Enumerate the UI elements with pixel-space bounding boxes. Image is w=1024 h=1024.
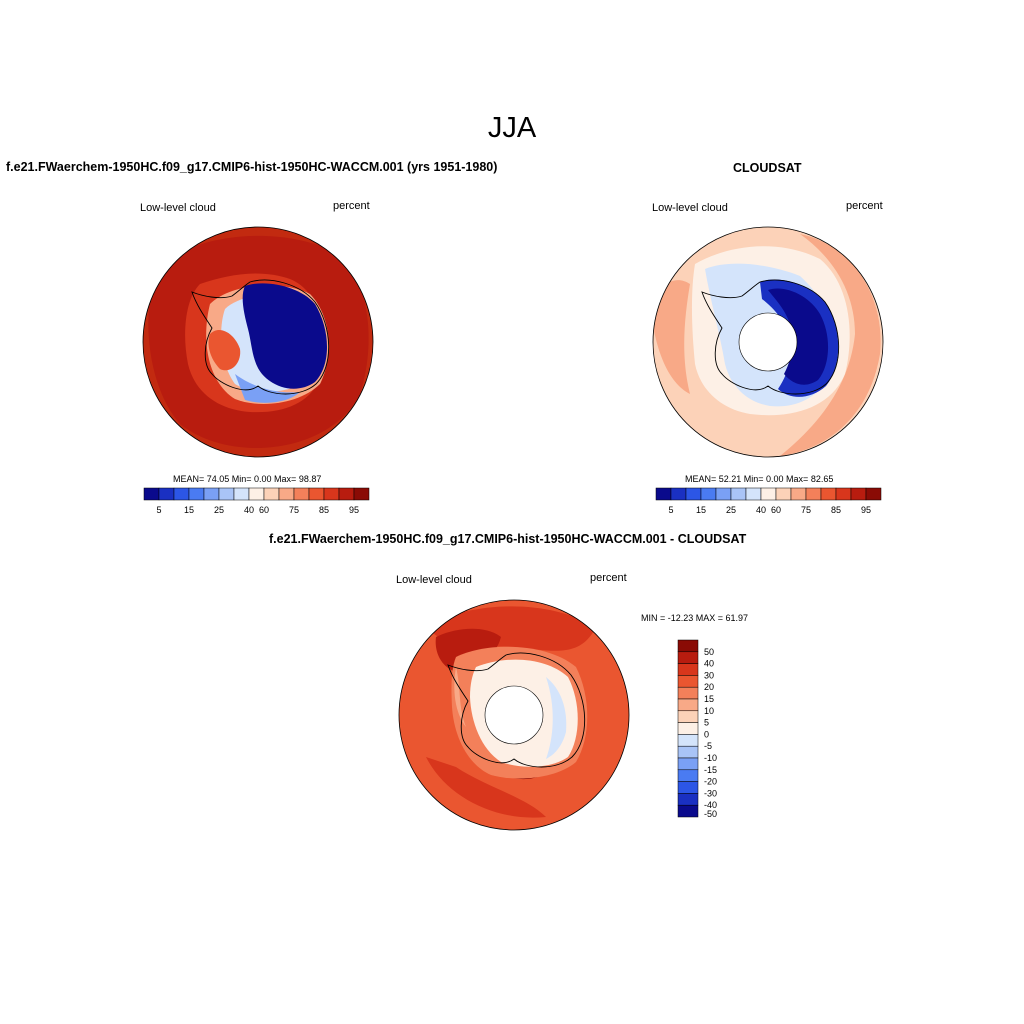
diff-colorbar-tick-label: 30 bbox=[704, 670, 714, 680]
diff-variable-label: Low-level cloud bbox=[396, 574, 472, 586]
model-colorbar-swatch bbox=[218, 487, 235, 501]
diff-colorbar-tick-label: 20 bbox=[704, 682, 714, 692]
model-variable-label: Low-level cloud bbox=[140, 202, 216, 214]
page-title: JJA bbox=[487, 112, 537, 144]
diff-colorbar-tick-label: -20 bbox=[704, 777, 717, 787]
model-stats: MEAN= 74.05 Min= 0.00 Max= 98.87 bbox=[173, 474, 322, 484]
diff-stats: MIN = -12.23 MAX = 61.97 bbox=[641, 613, 749, 623]
obs-colorbar-swatch bbox=[850, 487, 867, 501]
diff-colorbar-swatch bbox=[677, 757, 699, 771]
diff-colorbar-tick-label: -30 bbox=[704, 788, 717, 798]
model-colorbar-tick-label: 40 bbox=[244, 505, 254, 515]
model-colorbar-swatch bbox=[203, 487, 220, 501]
diff-colorbar-tick-label: -50 bbox=[704, 809, 717, 819]
obs-colorbar-tick-label: 25 bbox=[726, 505, 736, 515]
obs-colorbar-tick-label: 85 bbox=[831, 505, 841, 515]
diff-colorbar-swatch bbox=[677, 651, 699, 664]
model-colorbar-tick-label: 15 bbox=[184, 505, 194, 515]
model-colorbar-swatch bbox=[338, 487, 355, 501]
obs-colorbar-swatch bbox=[865, 487, 882, 501]
diff-colorbar-swatch bbox=[677, 639, 699, 653]
obs-colorbar-swatch bbox=[685, 487, 702, 501]
obs-colorbar-tick-label: 95 bbox=[861, 505, 871, 515]
model-colorbar-swatch bbox=[308, 487, 325, 501]
model-colorbar-swatch bbox=[353, 487, 370, 501]
obs-colorbar-swatch bbox=[820, 487, 837, 501]
obs-colorbar-swatch bbox=[835, 487, 852, 501]
model-colorbar-swatch bbox=[188, 487, 205, 501]
diff-colorbar-swatch bbox=[677, 698, 699, 712]
diff-colorbar-swatch bbox=[677, 769, 699, 782]
model-colorbar-swatch bbox=[278, 487, 295, 501]
diff-colorbar-swatch bbox=[677, 781, 699, 794]
model-colorbar: 5 15 25 40 60 75 85 95 bbox=[143, 487, 370, 515]
model-colorbar-swatch bbox=[143, 487, 160, 501]
model-colorbar-tick-label: 25 bbox=[214, 505, 224, 515]
model-colorbar-tick-label: 95 bbox=[349, 505, 359, 515]
obs-map bbox=[652, 226, 884, 458]
diff-colorbar-swatch bbox=[677, 804, 699, 818]
obs-colorbar-swatch bbox=[745, 487, 762, 501]
obs-colorbar-swatch bbox=[655, 487, 672, 501]
diff-colorbar-tick-label: 0 bbox=[704, 729, 709, 739]
diff-colorbar-swatch bbox=[677, 663, 699, 676]
obs-colorbar: 5 15 25 40 60 75 85 95 bbox=[655, 487, 882, 515]
diff-colorbar-tick-label: 40 bbox=[704, 659, 714, 669]
diff-colorbar-tick-label: 5 bbox=[704, 718, 709, 728]
model-colorbar-swatch bbox=[263, 487, 280, 501]
diff-colorbar-tick-label: 50 bbox=[704, 647, 714, 657]
obs-colorbar-swatch bbox=[700, 487, 717, 501]
diff-colorbar-swatch bbox=[677, 710, 699, 723]
obs-colorbar-swatch bbox=[775, 487, 792, 501]
obs-units-label: percent bbox=[846, 200, 883, 212]
diff-colorbar-swatch bbox=[677, 793, 699, 806]
diff-colorbar-swatch bbox=[677, 734, 699, 747]
diff-colorbar-tick-label: -5 bbox=[704, 741, 712, 751]
model-panel-title: f.e21.FWaerchem-1950HC.f09_g17.CMIP6-his… bbox=[6, 160, 498, 174]
model-colorbar-tick-label: 75 bbox=[289, 505, 299, 515]
diff-colorbar-tick-label: -15 bbox=[704, 765, 717, 775]
obs-variable-label: Low-level cloud bbox=[652, 202, 728, 214]
obs-colorbar-tick-label: 15 bbox=[696, 505, 706, 515]
diff-colorbar-swatch bbox=[677, 686, 699, 700]
obs-colorbar-tick-label: 60 bbox=[771, 505, 781, 515]
model-colorbar-swatch bbox=[293, 487, 310, 501]
model-map bbox=[142, 226, 374, 458]
diff-colorbar-tick-label: 15 bbox=[704, 694, 714, 704]
obs-stats: MEAN= 52.21 Min= 0.00 Max= 82.65 bbox=[685, 474, 834, 484]
obs-colorbar-swatch bbox=[760, 487, 777, 501]
obs-colorbar-swatch bbox=[730, 487, 747, 501]
model-colorbar-tick-label: 85 bbox=[319, 505, 329, 515]
model-colorbar-tick-label: 5 bbox=[156, 505, 161, 515]
diff-panel-title: f.e21.FWaerchem-1950HC.f09_g17.CMIP6-his… bbox=[269, 532, 747, 546]
diff-colorbar-tick-label: -10 bbox=[704, 753, 717, 763]
model-colorbar-swatch bbox=[323, 487, 340, 501]
model-colorbar-tick-label: 60 bbox=[259, 505, 269, 515]
obs-colorbar-tick-label: 40 bbox=[756, 505, 766, 515]
model-colorbar-swatch bbox=[233, 487, 250, 501]
model-colorbar-swatch bbox=[248, 487, 265, 501]
diff-colorbar-swatch bbox=[677, 675, 699, 688]
obs-colorbar-tick-label: 75 bbox=[801, 505, 811, 515]
obs-colorbar-swatch bbox=[670, 487, 687, 501]
model-colorbar-swatch bbox=[158, 487, 175, 501]
obs-panel-title: CLOUDSAT bbox=[733, 161, 802, 175]
diff-map bbox=[398, 599, 630, 831]
model-units-label: percent bbox=[333, 200, 370, 212]
diff-colorbar-swatch bbox=[677, 722, 699, 735]
obs-colorbar-tick-label: 5 bbox=[668, 505, 673, 515]
diff-colorbar-tick-label: 10 bbox=[704, 706, 714, 716]
obs-colorbar-swatch bbox=[805, 487, 822, 501]
obs-colorbar-swatch bbox=[715, 487, 732, 501]
obs-colorbar-swatch bbox=[790, 487, 807, 501]
model-colorbar-swatch bbox=[173, 487, 190, 501]
diff-units-label: percent bbox=[590, 572, 627, 584]
diff-colorbar-swatch bbox=[677, 745, 699, 759]
diff-colorbar-tick-label: -40 bbox=[704, 800, 717, 810]
